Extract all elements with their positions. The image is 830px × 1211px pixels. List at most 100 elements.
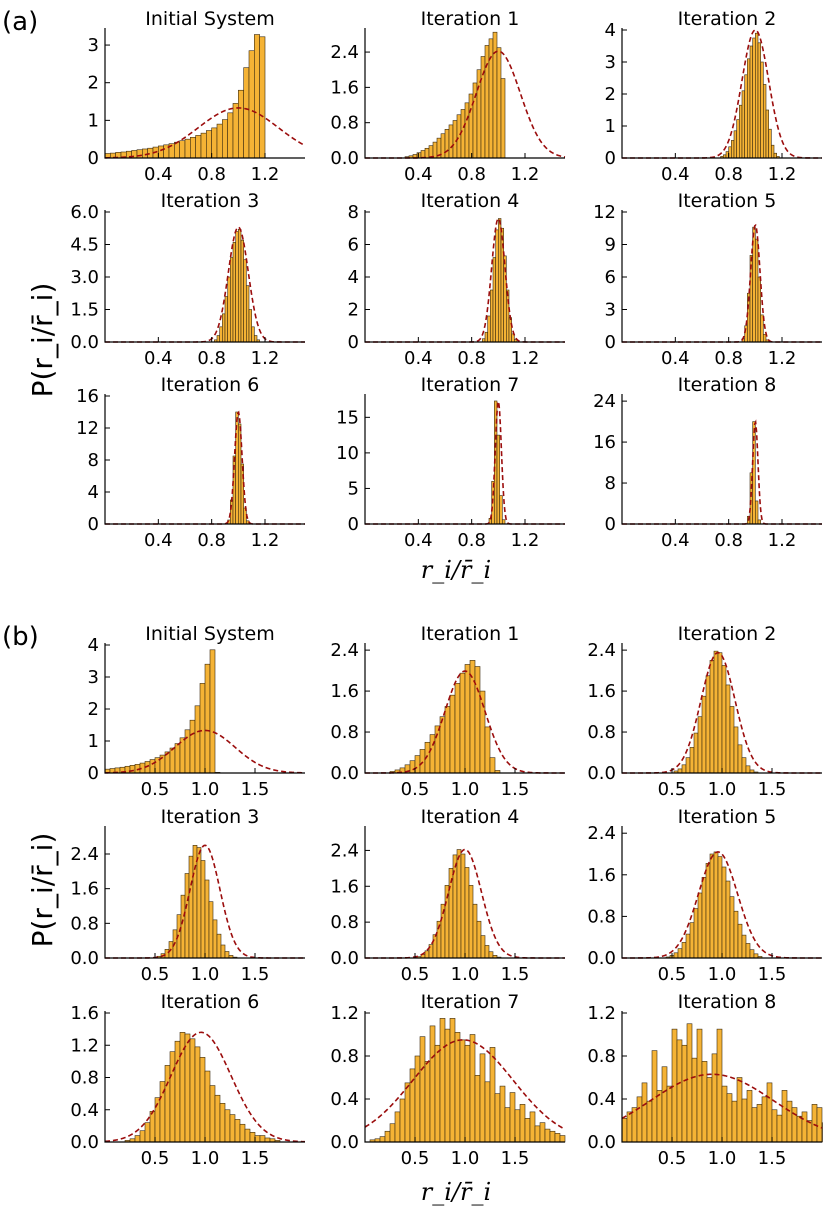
y-tick-label: 16	[76, 386, 99, 407]
histogram-bar	[776, 1114, 783, 1143]
y-tick-label: 0.0	[70, 332, 99, 353]
histogram-bar	[220, 944, 226, 959]
histogram-bar	[222, 313, 226, 343]
x-tick-label: 0.5	[401, 964, 430, 985]
histogram-bar	[716, 1028, 723, 1143]
histogram-bar	[705, 675, 711, 774]
y-tick-label: 0.8	[330, 1046, 359, 1067]
subplot-a-5: Gaussian fit 0 2 4 6 8 0.4 0.8 1.2 Iteration 4	[348, 190, 565, 369]
histogram-bar	[424, 950, 430, 959]
y-tick-label: 0.8	[330, 912, 359, 933]
histogram-bar	[384, 1130, 391, 1143]
x-tick-label: 1.0	[451, 1148, 480, 1169]
x-tick-label: 0.8	[714, 530, 743, 551]
histogram-bar	[232, 103, 239, 159]
y-tick-label: 4.5	[70, 235, 99, 256]
histogram-bar	[811, 1104, 818, 1143]
histogram-bar	[419, 1036, 426, 1143]
histogram-bar	[806, 1120, 813, 1143]
histogram-bar	[454, 683, 461, 774]
histogram-bar	[134, 1135, 141, 1143]
histogram-bar	[184, 729, 191, 774]
histogram-bar	[725, 684, 731, 774]
x-tick-label: 0.4	[144, 348, 173, 369]
y-tick-label: 8	[88, 450, 99, 471]
histogram-bar	[472, 903, 478, 959]
x-tick-label: 0.8	[714, 348, 743, 369]
histogram-bar	[508, 317, 512, 343]
histogram-bar	[232, 242, 236, 343]
subplot-a-7: Gaussian fit 0 4 8 12 16 0.4 0.8 1.2 Iteration 6	[76, 374, 305, 551]
histogram-bar	[713, 650, 719, 774]
subplot-title: Iteration 1	[421, 8, 520, 30]
histogram-bar	[733, 726, 739, 774]
histogram-bar	[414, 755, 421, 774]
gaussian-fit-line: Gaussian fit	[622, 223, 822, 343]
subplot-title: Iteration 8	[678, 991, 777, 1013]
x-tick-label: 1.2	[251, 530, 280, 551]
histogram-bar	[251, 326, 255, 343]
y-tick-label: 16	[593, 432, 616, 453]
x-tick-label: 0.4	[661, 530, 690, 551]
histogram-bar	[448, 124, 454, 159]
y-tick-label: 1.2	[330, 1003, 359, 1024]
x-tick-label: 0.4	[404, 530, 433, 551]
gaussian-fit-line: Gaussian fit	[104, 1031, 306, 1143]
histogram-bar	[509, 1092, 516, 1143]
histogram-bar	[214, 1094, 221, 1143]
y-tick-label: 6	[605, 267, 616, 288]
subplot-a-8: Gaussian fit 0 5 10 15 0.4 0.8 1.2 Iteration 7	[336, 374, 565, 551]
gaussian-fit-line: Gaussian fit	[104, 107, 306, 159]
histogram-bar	[739, 104, 743, 159]
histogram-bar	[741, 1098, 748, 1143]
y-tick-label: 0	[88, 763, 99, 784]
y-tick-label: 0.8	[70, 1068, 99, 1089]
histogram-bar	[149, 759, 156, 774]
x-tick-label: 1.5	[241, 964, 270, 985]
gaussian-fit-line: Gaussian fit	[365, 398, 565, 525]
histogram-bar	[506, 289, 510, 343]
histogram-bar	[646, 1100, 653, 1143]
histogram-bar	[459, 1039, 466, 1143]
histogram-bar	[432, 141, 438, 159]
histogram-bar	[529, 1111, 536, 1143]
y-tick-label: 3	[88, 35, 99, 56]
histogram-bar	[474, 666, 481, 774]
histogram-bar	[200, 132, 207, 159]
histogram-bar	[389, 1123, 396, 1143]
y-tick-label: 0.0	[330, 148, 359, 169]
histogram-bar	[474, 1075, 481, 1143]
histogram-bar	[169, 1051, 176, 1143]
histogram-bar	[204, 663, 211, 774]
histogram-bar	[195, 135, 202, 159]
y-tick-label: 0.0	[330, 948, 359, 969]
subplot-title: Iteration 7	[421, 991, 520, 1013]
y-tick-label: 1.6	[330, 77, 359, 98]
histogram-bar	[259, 1135, 266, 1143]
histogram-bar	[249, 1132, 256, 1143]
x-tick-label: 1.5	[758, 779, 787, 800]
histogram-bar	[209, 649, 216, 774]
histogram-bar	[766, 1082, 773, 1143]
histogram-bar	[713, 851, 719, 959]
x-tick-label: 0.4	[661, 348, 690, 369]
histogram-bar	[514, 1109, 521, 1143]
histogram-bar	[224, 951, 230, 959]
subplot-title: Iteration 3	[161, 190, 260, 212]
histogram-bar	[476, 69, 482, 159]
histogram-bar	[459, 672, 466, 774]
histogram-bar	[796, 1115, 803, 1143]
x-tick-label: 1.5	[758, 1148, 787, 1169]
histogram-bar	[621, 1118, 628, 1143]
histogram-bar	[737, 923, 743, 959]
y-tick-label: 0.4	[70, 1100, 99, 1121]
y-tick-label: 1.2	[70, 1035, 99, 1056]
histogram-bar	[741, 934, 747, 959]
histogram-bar	[816, 1107, 823, 1143]
y-tick-label: 0.0	[587, 948, 616, 969]
histogram-bar	[456, 114, 462, 159]
subplot-title: Iteration 1	[421, 623, 520, 645]
histogram-bar	[456, 849, 462, 959]
x-tick-label: 1.2	[511, 348, 540, 369]
